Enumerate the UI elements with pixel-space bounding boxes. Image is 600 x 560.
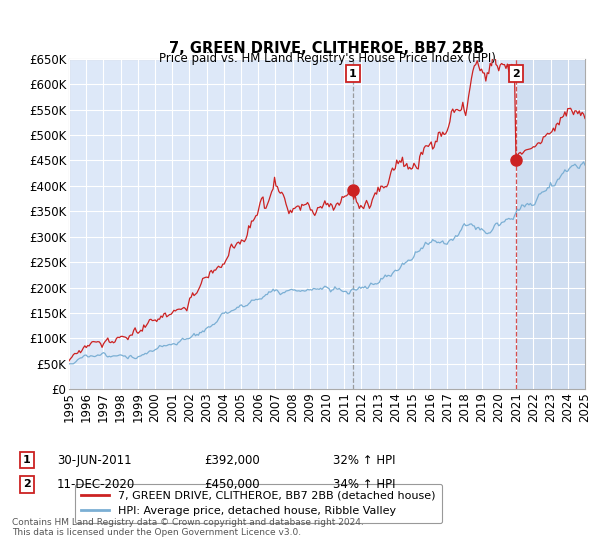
Text: Price paid vs. HM Land Registry's House Price Index (HPI): Price paid vs. HM Land Registry's House … — [158, 52, 496, 64]
Text: £392,000: £392,000 — [204, 454, 260, 467]
Text: 30-JUN-2011: 30-JUN-2011 — [57, 454, 131, 467]
Text: 11-DEC-2020: 11-DEC-2020 — [57, 478, 135, 491]
Text: £450,000: £450,000 — [204, 478, 260, 491]
Legend: 7, GREEN DRIVE, CLITHEROE, BB7 2BB (detached house), HPI: Average price, detache: 7, GREEN DRIVE, CLITHEROE, BB7 2BB (deta… — [74, 484, 442, 523]
Text: Contains HM Land Registry data © Crown copyright and database right 2024.
This d: Contains HM Land Registry data © Crown c… — [12, 518, 364, 538]
Text: 2: 2 — [512, 69, 520, 79]
Text: 1: 1 — [23, 455, 31, 465]
Bar — [516, 59, 585, 389]
Text: 34% ↑ HPI: 34% ↑ HPI — [333, 478, 395, 491]
Text: 32% ↑ HPI: 32% ↑ HPI — [333, 454, 395, 467]
Text: 2: 2 — [23, 479, 31, 489]
Title: 7, GREEN DRIVE, CLITHEROE, BB7 2BB: 7, GREEN DRIVE, CLITHEROE, BB7 2BB — [169, 41, 485, 56]
Text: 1: 1 — [349, 69, 356, 79]
